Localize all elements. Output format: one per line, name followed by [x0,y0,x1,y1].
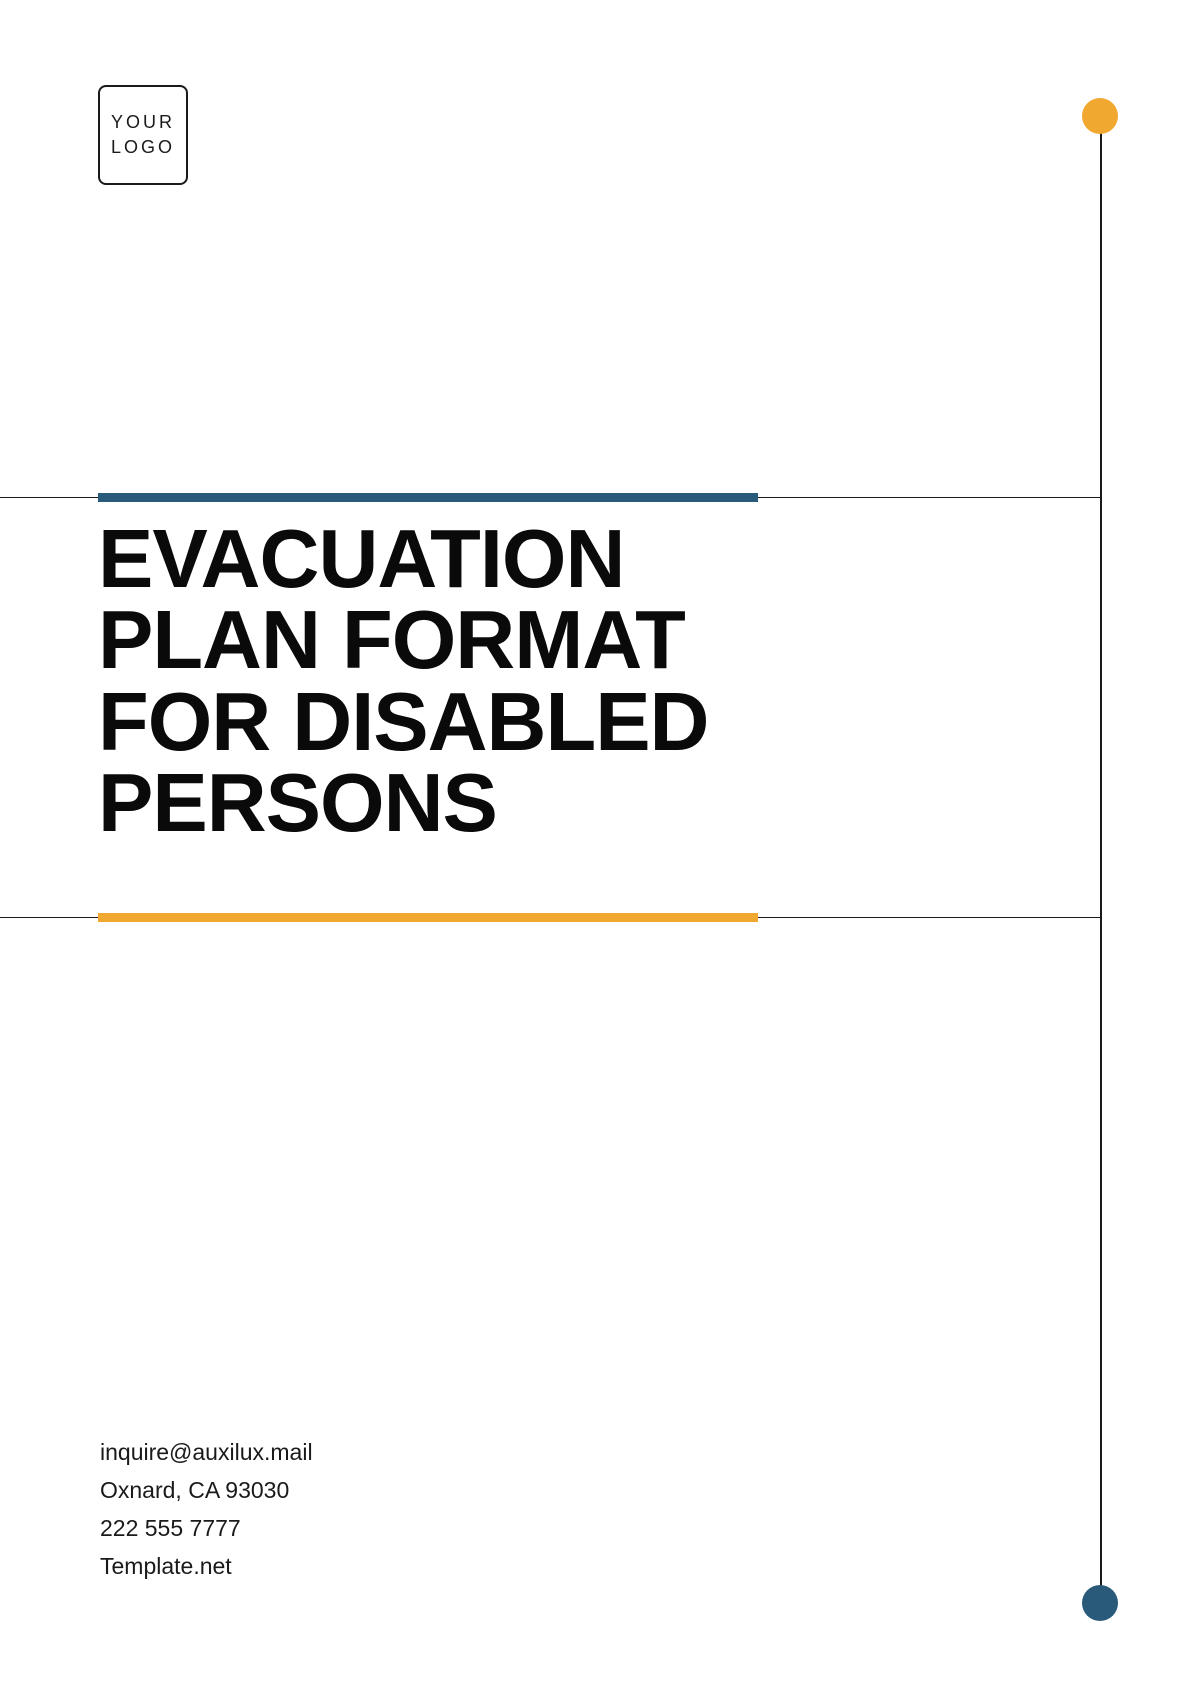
top-decorative-dot [1082,98,1118,134]
contact-phone: 222 555 7777 [100,1510,313,1548]
logo-text-line2: LOGO [111,135,175,160]
document-title: EVACUATION PLAN FORMAT FOR DISABLED PERS… [98,518,709,843]
title-line2: PLAN FORMAT [98,599,709,680]
top-horizontal-line-right [758,497,1102,498]
contact-info: inquire@auxilux.mail Oxnard, CA 93030 22… [100,1434,313,1586]
bottom-horizontal-line-left [0,917,98,918]
title-line3: FOR DISABLED [98,681,709,762]
logo-placeholder: YOUR LOGO [98,85,188,185]
logo-text-line1: YOUR [111,110,175,135]
vertical-divider [1100,115,1102,1605]
contact-website: Template.net [100,1548,313,1586]
top-horizontal-line-left [0,497,98,498]
top-accent-bar [98,493,758,502]
title-line4: PERSONS [98,762,709,843]
bottom-decorative-dot [1082,1585,1118,1621]
bottom-accent-bar [98,913,758,922]
contact-email: inquire@auxilux.mail [100,1434,313,1472]
bottom-horizontal-line-right [758,917,1102,918]
contact-address: Oxnard, CA 93030 [100,1472,313,1510]
title-line1: EVACUATION [98,518,709,599]
